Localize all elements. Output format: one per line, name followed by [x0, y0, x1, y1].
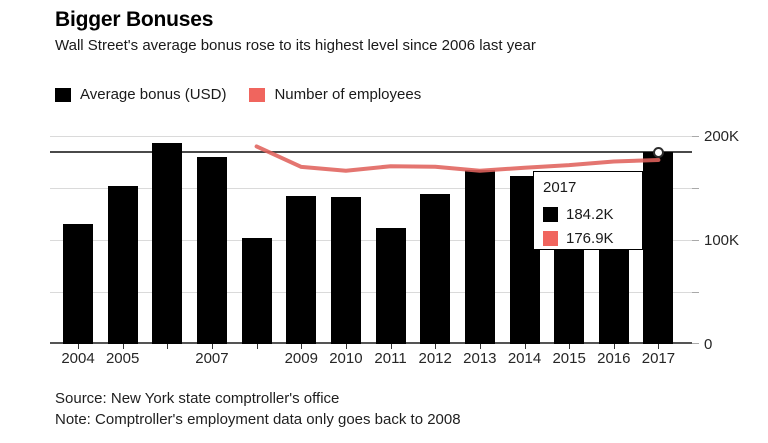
x-axis-label-2014: 2014 [507, 350, 542, 367]
x-tick-2010 [345, 344, 347, 349]
x-tick-2011 [390, 344, 392, 349]
x-tick-2004 [78, 344, 79, 349]
gridline- [50, 188, 692, 189]
tooltip-value-bonus: 184.2K [566, 206, 614, 223]
bar-2008[interactable] [241, 238, 272, 344]
x-axis-baseline [50, 342, 692, 344]
x-axis-label-2015: 2015 [552, 350, 586, 367]
bar-2010[interactable] [330, 197, 361, 344]
chart-title: Bigger Bonuses [55, 8, 214, 31]
bar-2009[interactable] [286, 195, 317, 344]
bar-2017[interactable] [643, 152, 674, 344]
hover-marker-dot [652, 146, 664, 158]
bar-2011[interactable] [375, 228, 406, 344]
x-tick-2016 [613, 344, 615, 349]
y-tick-stub [692, 188, 699, 189]
y-tick-stub [692, 343, 699, 344]
legend-swatch-bonus [55, 87, 71, 102]
bar-2012[interactable] [420, 193, 451, 344]
chart-subtitle: Wall Street's average bonus rose to its … [55, 37, 536, 54]
legend-swatch-employees [249, 87, 266, 102]
gridline-100K [50, 240, 692, 241]
legend: Average bonus (USD) Number of employees [55, 86, 444, 103]
x-axis-label-2013: 2013 [463, 350, 497, 367]
tooltip-year: 2017 [543, 179, 577, 196]
tooltip-row-bonus: 184.2K [543, 206, 633, 223]
x-tick-2014 [524, 344, 526, 349]
x-axis-label-2009: 2009 [284, 350, 318, 367]
gridline- [50, 292, 692, 293]
x-axis-label-2017: 2017 [641, 350, 676, 367]
employees-line-layer [254, 144, 661, 173]
x-tick-2013 [479, 344, 481, 349]
x-axis-label-2010: 2010 [329, 350, 363, 367]
footnotes: Source: New York state comptroller's off… [55, 388, 461, 430]
x-tick-2008 [256, 344, 258, 349]
x-axis-label-2016: 2016 [597, 350, 631, 367]
y-axis-label-100K: 100K [704, 232, 740, 249]
y-axis-label-0: 0 [704, 336, 713, 353]
tooltip-swatch-bonus [543, 207, 558, 222]
tooltip-swatch-employees [543, 231, 558, 246]
x-tick-2009 [301, 344, 303, 349]
bar-2005[interactable] [107, 186, 138, 344]
y-tick-stub [692, 136, 699, 137]
note-line: Note: Comptroller's employment data only… [55, 411, 461, 428]
x-axis-label-2004: 2004 [61, 350, 95, 367]
legend-label-bonus[interactable]: Average bonus (USD) [80, 86, 227, 103]
employees-line[interactable] [254, 144, 661, 173]
x-tick-2017 [658, 344, 660, 349]
bar-2013[interactable] [464, 169, 495, 344]
x-axis-label-2012: 2012 [418, 350, 452, 367]
legend-label-employees[interactable]: Number of employees [274, 86, 422, 103]
source-line: Source: New York state comptroller's off… [55, 390, 340, 407]
bar-2006[interactable] [152, 142, 183, 344]
hover-reference-line [50, 151, 692, 154]
x-tick-2015 [569, 344, 571, 349]
bar-2007[interactable] [196, 156, 227, 344]
y-tick-stub [692, 240, 699, 241]
x-tick-2005 [122, 344, 124, 349]
x-tick-2007 [211, 344, 213, 349]
tooltip-value-employees: 176.9K [566, 230, 614, 247]
y-axis-label-200K: 200K [704, 128, 740, 145]
gridline-200K [50, 136, 692, 137]
y-tick-stub [692, 292, 699, 293]
x-tick-2006 [167, 344, 169, 349]
tooltip-row-employees: 176.9K [543, 230, 633, 247]
x-axis-label-2005: 2005 [105, 350, 140, 367]
tooltip: 2017 184.2K 176.9K [533, 171, 643, 250]
bar-2004[interactable] [63, 223, 93, 344]
x-tick-2012 [435, 344, 437, 349]
x-axis-label-2011: 2011 [374, 350, 407, 367]
x-axis-label-2007: 2007 [195, 350, 229, 367]
